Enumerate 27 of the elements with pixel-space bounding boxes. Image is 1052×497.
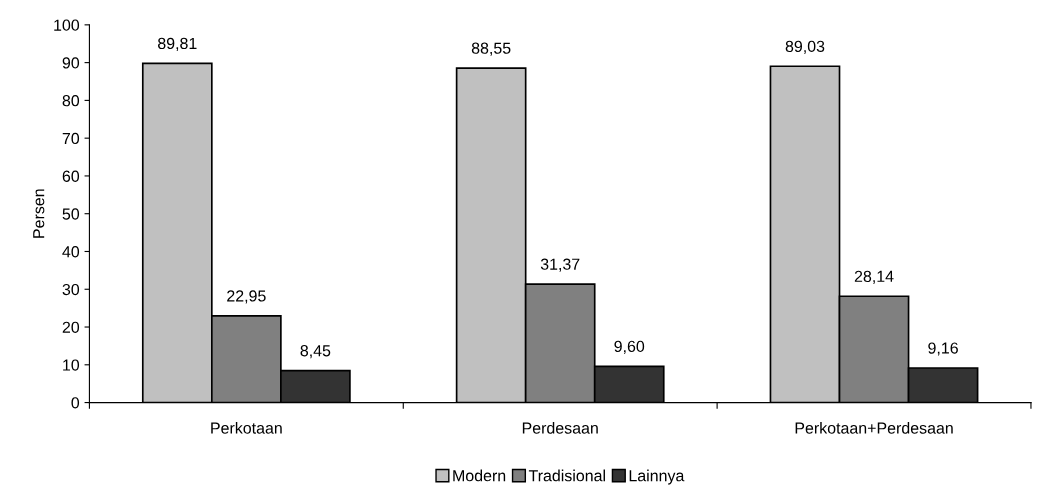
y-tick-label: 40 [62, 246, 80, 258]
y-tick-label: 100 [54, 19, 80, 31]
y-tick-label: 0 [71, 397, 80, 409]
data-label: 8,45 [300, 345, 331, 359]
data-label: 22,95 [227, 290, 266, 304]
legend-label: Modern [453, 469, 506, 482]
y-tick-label: 20 [62, 321, 80, 333]
data-label: 89,81 [158, 37, 197, 51]
data-label: 89,03 [785, 40, 825, 54]
data-label: 9,16 [928, 342, 958, 356]
y-tick-label: 90 [62, 57, 80, 69]
x-tick-label: Perkotaan+Perdesaan [795, 422, 953, 434]
data-label: 88,55 [471, 42, 511, 56]
legend-label: Lainnya [629, 469, 685, 485]
y-tick-label: 30 [62, 283, 80, 296]
data-label: 28,14 [854, 270, 894, 284]
data-label: 31,37 [540, 258, 580, 272]
y-tick-label: 80 [62, 95, 80, 107]
x-tick-label: Perkotaan [211, 422, 282, 434]
y-axis-title: Persen [33, 189, 45, 238]
y-tick-label: 70 [62, 132, 80, 145]
y-tick-label: 10 [63, 359, 80, 371]
x-tick-label: Perdesaan [522, 422, 598, 434]
legend-label: Tradisional [528, 469, 605, 482]
y-tick-label: 50 [62, 208, 80, 220]
y-tick-label: 60 [62, 170, 80, 182]
data-label: 9,60 [614, 340, 645, 354]
